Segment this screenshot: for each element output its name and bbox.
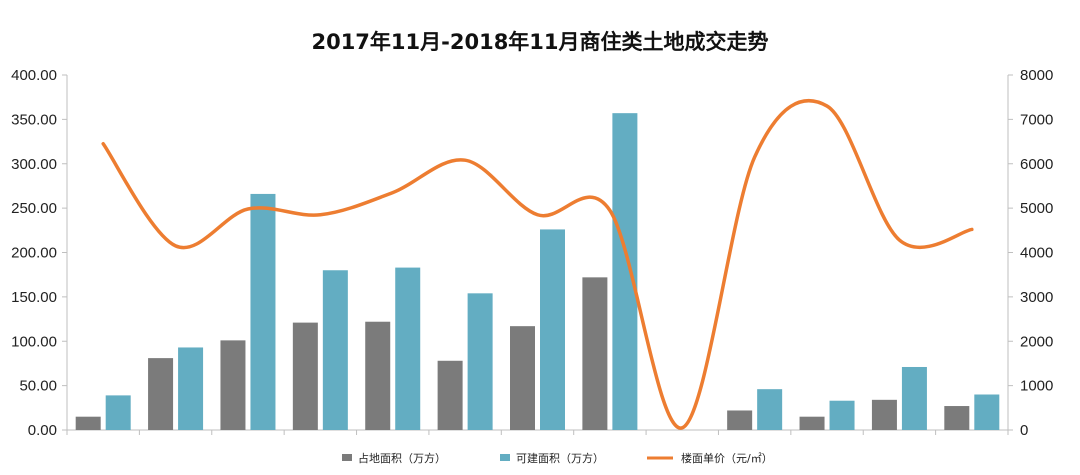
bar-buildable-area bbox=[612, 113, 638, 430]
chart-title: 2017年11月-2018年11月商住类土地成交走势 bbox=[311, 30, 769, 54]
legend-swatch bbox=[342, 454, 352, 461]
bar-land-area bbox=[510, 326, 535, 430]
bar-buildable-area bbox=[395, 267, 421, 430]
legend-label: 楼面单价（元/㎡） bbox=[681, 451, 773, 465]
bar-buildable-area bbox=[540, 229, 565, 430]
bar-buildable-area bbox=[105, 395, 131, 430]
left-tick-label: 400.00 bbox=[11, 67, 57, 84]
bar-land-area bbox=[944, 406, 970, 430]
left-tick-label: 150.00 bbox=[11, 289, 57, 306]
right-tick-label: 5000 bbox=[1020, 200, 1053, 217]
left-tick-label: 350.00 bbox=[11, 111, 57, 128]
right-tick-label: 7000 bbox=[1020, 111, 1053, 128]
bar-buildable-area bbox=[757, 389, 783, 430]
bar-land-area bbox=[582, 277, 608, 430]
bar-land-area bbox=[365, 321, 391, 430]
right-tick-label: 1000 bbox=[1020, 378, 1053, 395]
right-tick-label: 4000 bbox=[1020, 245, 1053, 262]
bar-land-area bbox=[148, 358, 174, 430]
right-tick-label: 8000 bbox=[1020, 67, 1053, 84]
bar-land-area bbox=[727, 410, 753, 430]
legend-label: 可建面积（万方） bbox=[516, 451, 604, 465]
left-tick-label: 50.00 bbox=[19, 378, 57, 395]
left-tick-label: 100.00 bbox=[11, 333, 57, 350]
bar-land-area bbox=[871, 399, 897, 430]
bar-buildable-area bbox=[829, 400, 855, 430]
bar-buildable-area bbox=[322, 270, 348, 430]
bar-buildable-area bbox=[178, 347, 204, 430]
bar-land-area bbox=[220, 340, 246, 430]
bar-land-area bbox=[799, 416, 825, 430]
price-line bbox=[101, 98, 974, 430]
left-tick-label: 200.00 bbox=[11, 245, 57, 262]
right-tick-label: 6000 bbox=[1020, 156, 1053, 173]
left-tick-label: 250.00 bbox=[11, 200, 57, 217]
bar-land-area bbox=[437, 360, 463, 430]
right-tick-label: 3000 bbox=[1020, 289, 1053, 306]
right-tick-label: 2000 bbox=[1020, 333, 1053, 350]
left-tick-label: 300.00 bbox=[11, 156, 57, 173]
left-tick-label: 0.00 bbox=[28, 422, 57, 439]
bar-buildable-area bbox=[467, 293, 493, 430]
legend-label: 占地面积（万方） bbox=[358, 451, 446, 465]
bar-land-area bbox=[292, 322, 318, 430]
bar-land-area bbox=[75, 416, 101, 430]
legend-swatch bbox=[500, 454, 510, 461]
bar-buildable-area bbox=[901, 366, 927, 430]
bar-buildable-area bbox=[974, 394, 1000, 430]
right-tick-label: 0 bbox=[1020, 422, 1028, 439]
bar-buildable-area bbox=[250, 193, 276, 430]
